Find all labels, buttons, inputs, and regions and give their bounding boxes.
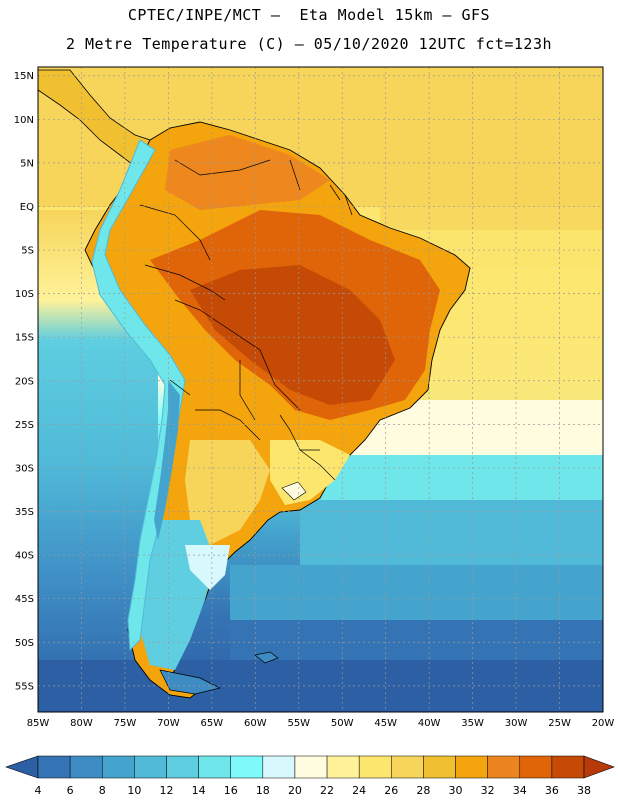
colorbar-label: 24 — [352, 784, 366, 797]
lat-label: 30S — [15, 463, 34, 474]
colorbar-swatch — [551, 755, 585, 779]
colorbar-label: 38 — [577, 784, 591, 797]
colorbar-low-arrow — [5, 755, 39, 779]
colorbar-swatch — [487, 755, 521, 779]
rio-de-la-plata — [281, 481, 307, 501]
colorbar-label: 12 — [159, 784, 173, 797]
lat-label: 50S — [15, 638, 34, 649]
lat-label: 10S — [15, 289, 34, 300]
andes-high — [154, 380, 180, 540]
colorbar-swatch — [69, 755, 103, 779]
lon-label: 45W — [374, 718, 397, 729]
colorbar-swatch — [423, 755, 456, 779]
lon-label: 35W — [461, 718, 484, 729]
lon-label: 25W — [548, 718, 571, 729]
colorbar-swatch — [230, 755, 264, 779]
colorbar: 4 6 8 10 12 14 16 18 20 22 24 26 28 30 32 34 36 38 — [5, 755, 615, 797]
lon-label: 50W — [331, 718, 354, 729]
lat-label: 20S — [15, 376, 34, 387]
lon-label: 75W — [114, 718, 137, 729]
andes-cordillera — [91, 139, 186, 652]
lon-label: 55W — [287, 718, 310, 729]
lat-label: 35S — [15, 507, 34, 518]
colorbar-label: 18 — [256, 784, 270, 797]
lat-label: 10N — [14, 115, 34, 126]
argentina-pampas — [185, 440, 270, 545]
colorbar-swatch — [455, 755, 488, 779]
lat-label: 45S — [15, 594, 34, 605]
falkland-islands — [254, 651, 279, 664]
colorbar-swatch — [519, 755, 553, 779]
lat-label: 15S — [15, 333, 34, 344]
map-title-line-2: 2 Metre Temperature (C) – 05/10/2020 12U… — [65, 35, 553, 53]
lon-label: 60W — [244, 718, 267, 729]
south-atlantic-mid — [230, 565, 603, 625]
colorbar-label: 26 — [384, 784, 398, 797]
colorbar-label: 28 — [416, 784, 430, 797]
colorbar-label: 32 — [481, 784, 495, 797]
lon-label: 20W — [592, 718, 615, 729]
lon-label: 65W — [201, 718, 224, 729]
lat-label: 40S — [15, 551, 34, 562]
hottest-core — [190, 265, 395, 405]
colorbar-label: 4 — [35, 784, 42, 797]
lat-label: 15N — [14, 71, 34, 82]
lat-label: 5S — [21, 246, 34, 257]
colorbar-swatch — [358, 755, 392, 779]
lat-label: 25S — [15, 420, 34, 431]
lon-label: 30W — [505, 718, 528, 729]
colorbar-swatch — [166, 755, 199, 779]
colorbar-label: 36 — [545, 784, 559, 797]
colorbar-swatch — [294, 755, 328, 779]
longitude-labels: 85W 80W 75W 70W 65W 60W 55W 50W 45W 40W 35W 30W 25W 2… — [27, 718, 615, 729]
colorbar-label: 16 — [224, 784, 238, 797]
tierra-del-fuego — [159, 669, 222, 695]
colorbar-label: 8 — [99, 784, 106, 797]
map-title-line-1: CPTEC/INPE/MCT – Eta Model 15km – GFS — [127, 6, 491, 24]
colorbar-swatch — [391, 755, 424, 779]
south-atlantic-cyan — [300, 455, 603, 505]
lat-label: EQ — [20, 202, 34, 213]
colorbar-swatch — [134, 755, 167, 779]
colorbar-label: 6 — [67, 784, 74, 797]
lon-label: 80W — [70, 718, 93, 729]
colorbar-swatch — [101, 755, 135, 779]
lat-lon-grid — [38, 67, 603, 712]
south-atlantic-teal — [300, 500, 603, 570]
lon-label: 85W — [27, 718, 50, 729]
colorbar-label: 22 — [320, 784, 334, 797]
colorbar-swatch — [37, 755, 71, 779]
patagonia-mild — [185, 545, 230, 590]
colorbar-label: 34 — [513, 784, 527, 797]
colorbar-swatch — [262, 755, 296, 779]
colorbar-label: 30 — [449, 784, 463, 797]
lon-label: 70W — [157, 718, 180, 729]
colorbar-high-arrow — [583, 755, 615, 779]
warm-north — [165, 135, 330, 210]
colorbar-swatch — [198, 755, 231, 779]
colorbar-label: 20 — [288, 784, 302, 797]
colorbar-label: 10 — [127, 784, 141, 797]
latitude-labels: 15N 10N 5N EQ 5S 10S 15S 20S 25S 30S 35S 40S 45S 50S 5… — [14, 71, 34, 692]
map-frame — [37, 66, 604, 713]
lat-label: 55S — [15, 681, 34, 692]
lon-label: 40W — [418, 718, 441, 729]
lat-label: 5N — [20, 158, 34, 169]
colorbar-swatch — [326, 755, 360, 779]
colorbar-label: 14 — [192, 784, 206, 797]
